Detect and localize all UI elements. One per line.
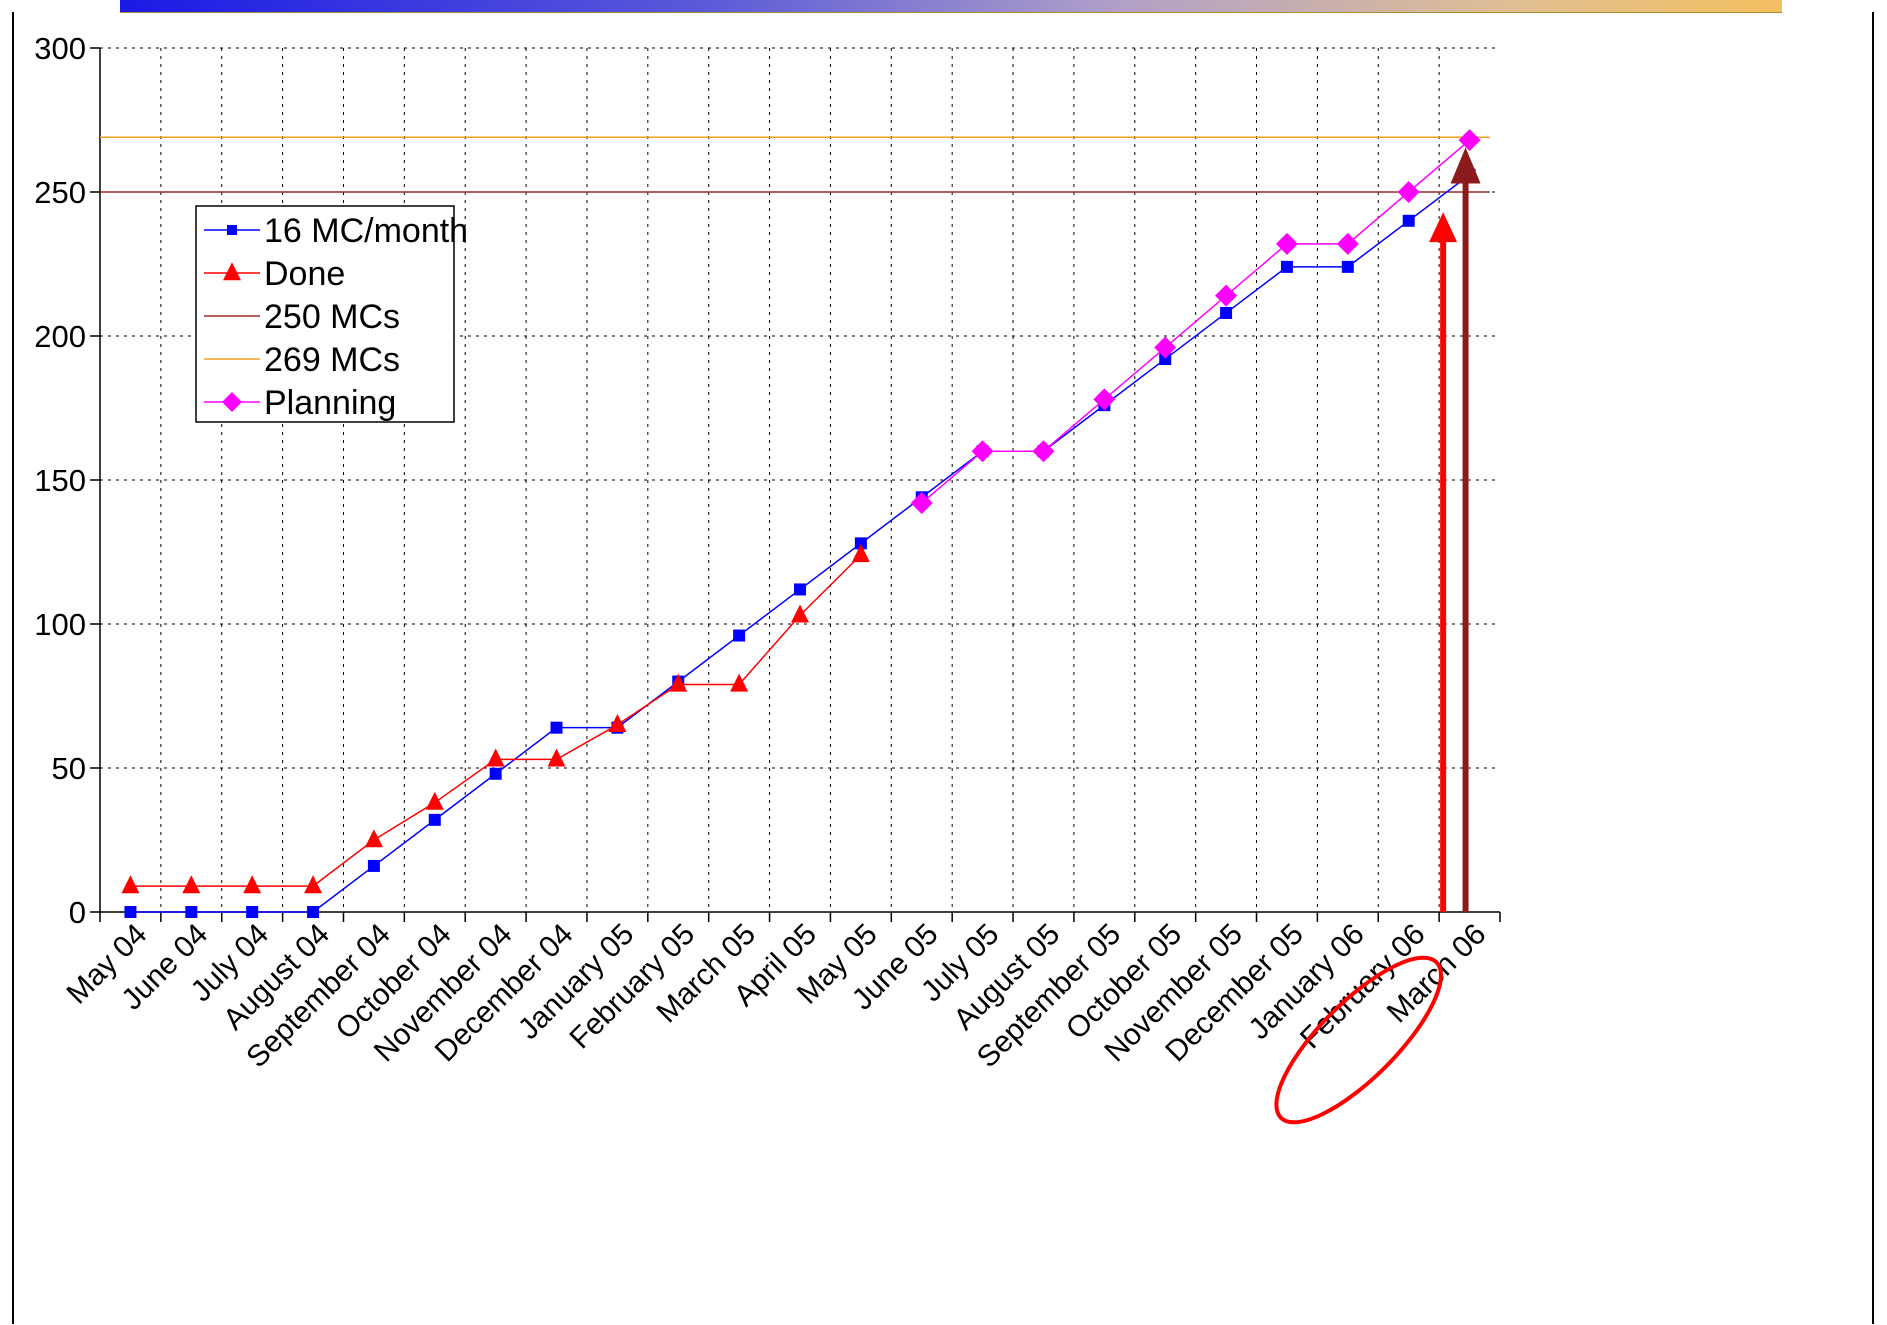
point-square-marker: [733, 629, 746, 642]
point-triangle-marker: [851, 544, 870, 563]
point-square-marker: [307, 906, 320, 918]
highlight-ellipse: [1274, 955, 1443, 1125]
point-square-marker: [367, 859, 380, 872]
point-diamond-marker: [222, 392, 242, 412]
point-square-marker: [1220, 306, 1233, 319]
point-square-marker: [1402, 214, 1415, 227]
y-tick-label: 300: [34, 31, 86, 66]
arrow-red-head: [1429, 212, 1458, 243]
title-gradient-band: [120, 0, 1782, 13]
point-diamond-marker: [1275, 232, 1298, 255]
point-square-marker: [246, 906, 259, 918]
point-triangle-marker: [608, 714, 627, 732]
point-square-marker: [1341, 260, 1354, 273]
legend-box: [195, 205, 455, 423]
point-triangle-marker: [791, 604, 809, 623]
point-square-marker: [124, 906, 137, 918]
point-triangle-marker: [304, 875, 323, 894]
point-triangle-marker: [223, 262, 241, 281]
point-diamond-marker: [1154, 336, 1177, 359]
point-square-marker: [854, 537, 867, 550]
point-square-marker: [428, 813, 441, 826]
series-layer: [100, 129, 1490, 918]
legend-label: 269 MCs: [264, 341, 400, 379]
point-triangle-marker: [486, 748, 505, 767]
point-triangle-marker: [364, 829, 383, 848]
annotation-layer: [1274, 147, 1481, 1125]
y-tick-label: 150: [34, 463, 86, 498]
point-square-marker: [227, 225, 237, 235]
y-tick-label: 100: [34, 607, 86, 642]
point-square-marker: [489, 767, 502, 780]
series-line-planning: [921, 139, 1471, 504]
point-diamond-marker: [1215, 284, 1238, 307]
point-diamond-marker: [910, 492, 933, 515]
grid-layer: [100, 47, 1500, 912]
point-triangle-marker: [425, 791, 444, 810]
point-triangle-marker: [182, 875, 201, 894]
series-line-done: [130, 554, 862, 887]
y-tick-label: 200: [34, 319, 86, 354]
point-triangle-marker: [121, 875, 140, 894]
y-tick-label: 250: [34, 175, 86, 210]
legend-label: Planning: [264, 384, 396, 422]
y-tick-label: 0: [69, 895, 86, 930]
y-tick-label: 50: [52, 751, 86, 786]
point-square-marker: [1159, 353, 1172, 366]
point-square-marker: [1280, 260, 1293, 273]
point-triangle-marker: [243, 875, 262, 894]
legend-label: 16 MC/month: [264, 212, 468, 250]
point-square-marker: [550, 721, 563, 734]
point-square-marker: [794, 583, 806, 596]
chart-frame: [12, 12, 1874, 1324]
point-diamond-marker: [1093, 388, 1116, 411]
point-triangle-marker: [547, 748, 566, 767]
point-diamond-marker: [1458, 129, 1481, 152]
point-diamond-marker: [1336, 232, 1359, 255]
point-triangle-marker: [730, 673, 749, 692]
point-triangle-marker: [669, 673, 688, 692]
point-diamond-marker: [1032, 440, 1055, 463]
point-diamond-marker: [971, 440, 994, 463]
legend-label: 250 MCs: [264, 298, 400, 336]
point-square-marker: [185, 906, 198, 918]
legend: 16 MC/month Done 250 MCs 269 MCs Planning: [195, 205, 468, 423]
legend-label: Done: [264, 255, 345, 293]
point-diamond-marker: [1397, 181, 1420, 203]
arrow-darkred-head: [1450, 147, 1481, 184]
